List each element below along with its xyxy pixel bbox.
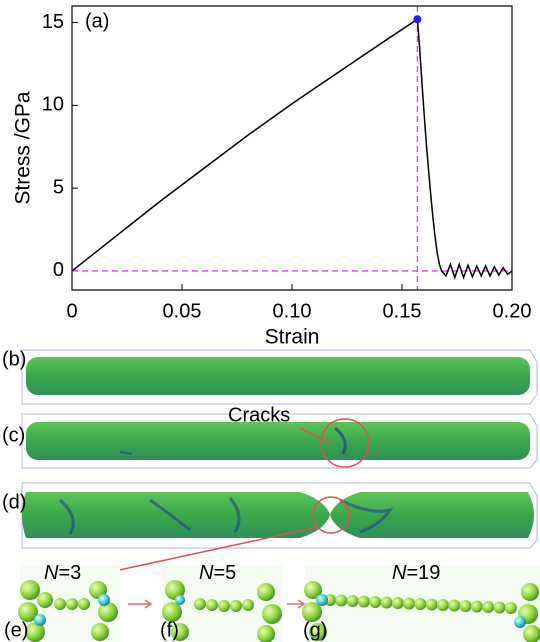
atom [380, 596, 393, 609]
data-line [71, 17, 513, 280]
x-tick-label: 0.20 [493, 300, 532, 322]
atom [482, 601, 495, 613]
panel-label: (c) [2, 424, 25, 446]
panel-label: (b) [2, 348, 26, 370]
x-tick-label: 0 [66, 300, 77, 322]
atom [425, 598, 438, 611]
variable: N [392, 562, 407, 584]
atom [391, 597, 404, 609]
chain-label: N=5 [199, 562, 236, 584]
chain-label: N=3 [44, 562, 81, 584]
variable: N [199, 562, 214, 584]
atom [369, 596, 382, 608]
y-tick-label: 5 [53, 176, 64, 198]
y-tick-label: 0 [53, 259, 64, 281]
plot-area: 0 5 10 15 0 0.05 0.10 0.15 0.20 [42, 5, 532, 322]
nanowire-b [21, 349, 538, 405]
atom [346, 595, 359, 607]
value: =19 [406, 562, 440, 584]
nanowire-d [21, 482, 538, 573]
chain-panels [18, 565, 540, 642]
panel-label: (g) [303, 619, 327, 641]
atom [437, 599, 449, 611]
x-axis-label: Strain [265, 326, 320, 349]
panel-label: (e) [4, 619, 28, 641]
chain-label: N=19 [392, 562, 440, 584]
atom [414, 598, 427, 610]
y-tick-label: 15 [42, 11, 64, 33]
atom [357, 595, 370, 608]
atom [335, 594, 348, 607]
axes-frame [71, 5, 513, 291]
nanowire-c [21, 413, 538, 469]
atom [403, 597, 416, 610]
x-tick-label: 0.15 [383, 300, 422, 322]
panel-label: (d) [2, 491, 26, 513]
x-tick-label: 0.05 [163, 300, 202, 322]
x-tick-label: 0.10 [273, 300, 312, 322]
atom [459, 600, 472, 612]
variable: N [44, 562, 59, 584]
panel-label: (f) [160, 619, 179, 641]
panel-label: (a) [85, 10, 109, 32]
value: =5 [213, 562, 236, 584]
annotation: Cracks [228, 404, 290, 426]
value: =3 [58, 562, 81, 584]
atom [504, 602, 517, 614]
y-tick-label: 10 [42, 94, 64, 116]
atom [493, 601, 506, 614]
atom [448, 599, 461, 612]
atom [470, 600, 483, 613]
y-axis-label: Stress /GPa [12, 91, 35, 205]
peak-marker [413, 15, 422, 24]
